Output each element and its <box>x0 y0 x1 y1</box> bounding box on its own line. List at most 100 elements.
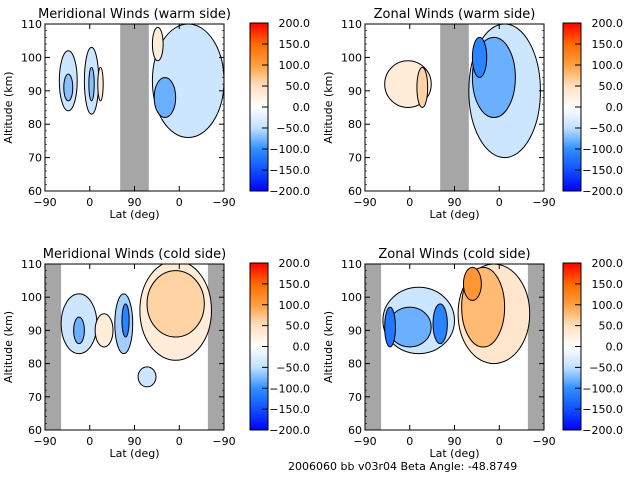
contour-region <box>137 366 157 388</box>
colorbar-tick-label: 200.0 <box>592 257 624 270</box>
colorbar-tick-label: 150.0 <box>279 38 311 51</box>
x-tick-label: 0 <box>86 435 93 448</box>
y-tick-label: 100 <box>21 291 42 304</box>
gray-region <box>527 264 544 430</box>
footer-text: 2006060 bb v03r04 Beta Angle: -48.8749 <box>288 460 517 473</box>
contour-region <box>63 73 74 102</box>
y-axis-label: Altitude (km) <box>2 311 15 383</box>
colorbar-tick-label: −100.0 <box>269 143 310 156</box>
x-axis-label: Lat (deg) <box>430 447 480 460</box>
colorbar-tick-label: 100.0 <box>592 59 624 72</box>
colorbar-tick-label: 200.0 <box>279 257 311 270</box>
x-tick-label: 0 <box>86 196 93 209</box>
contour-region <box>94 313 114 348</box>
contour-region <box>153 76 177 119</box>
x-axis-label: Lat (deg) <box>430 208 480 221</box>
y-tick-label: 110 <box>341 18 362 31</box>
contour-region <box>384 306 396 348</box>
colorbar-tick-label: 50.0 <box>599 320 624 333</box>
contour-region <box>97 66 104 102</box>
colorbar-tick-label: −150.0 <box>269 403 310 416</box>
x-tick-label: −90 <box>212 435 235 448</box>
y-axis-label: Altitude (km) <box>2 71 15 143</box>
colorbar-tick-label: 0.0 <box>606 341 624 354</box>
colorbar-tick-label: −50.0 <box>276 122 310 135</box>
y-tick-label: 80 <box>28 358 42 371</box>
colorbar-tick-label: 50.0 <box>286 80 311 93</box>
x-tick-label: 0 <box>496 196 503 209</box>
x-tick-label: 0 <box>406 196 413 209</box>
y-tick-label: 60 <box>348 185 362 198</box>
colorbar-tick-label: 50.0 <box>286 320 311 333</box>
colorbar-tick-label: −200.0 <box>582 185 623 198</box>
colorbar-tick-label: 0.0 <box>293 101 311 114</box>
colorbar-tick-label: −200.0 <box>582 424 623 437</box>
y-axis-label: Altitude (km) <box>322 311 335 383</box>
x-tick-label: −90 <box>353 196 376 209</box>
x-tick-label: 0 <box>176 435 183 448</box>
x-tick-label: 90 <box>448 435 462 448</box>
y-axis-label: Altitude (km) <box>322 71 335 143</box>
colorbar-tick-label: 150.0 <box>592 38 624 51</box>
colorbar-tick-label: 150.0 <box>592 278 624 291</box>
colorbar-tick-label: 100.0 <box>279 299 311 312</box>
contour-region <box>416 66 429 108</box>
y-tick-label: 90 <box>28 85 42 98</box>
y-tick-label: 60 <box>348 424 362 437</box>
y-tick-label: 70 <box>28 391 42 404</box>
colorbar-tick-label: 50.0 <box>599 80 624 93</box>
panel-3: Meridional Winds (cold side) 60 70 80 90 100 1… <box>2 247 310 460</box>
x-tick-label: 0 <box>496 435 503 448</box>
y-tick-label: 110 <box>21 18 42 31</box>
y-tick-label: 100 <box>21 51 42 64</box>
y-tick-label: 90 <box>28 324 42 337</box>
y-tick-label: 90 <box>348 324 362 337</box>
contour-region <box>88 66 95 102</box>
panel-title: Meridional Winds (cold side) <box>43 247 226 262</box>
y-tick-label: 100 <box>341 51 362 64</box>
colorbar-tick-label: 100.0 <box>592 299 624 312</box>
panel-title: Zonal Winds (cold side) <box>378 247 530 262</box>
gray-region <box>440 24 469 191</box>
colorbar-tick-label: −100.0 <box>582 143 623 156</box>
panel-2: Zonal Winds (warm side) 60 70 80 90 100 110 −90… <box>322 7 623 221</box>
colorbar-tick-label: −50.0 <box>589 361 623 374</box>
panel-title: Meridional Winds (warm side) <box>38 7 231 22</box>
x-tick-label: 90 <box>128 435 142 448</box>
x-tick-label: 90 <box>448 196 462 209</box>
y-tick-label: 100 <box>341 291 362 304</box>
colorbar-tick-label: 150.0 <box>279 278 311 291</box>
y-tick-label: 60 <box>28 185 42 198</box>
contour-region <box>432 303 448 345</box>
contour-region <box>146 270 205 338</box>
x-tick-label: −90 <box>33 435 56 448</box>
gray-region <box>45 264 62 430</box>
colorbar-tick-label: −50.0 <box>589 122 623 135</box>
colorbar-tick-label: −100.0 <box>582 382 623 395</box>
panel-4: Zonal Winds (cold side) 60 70 80 90 100 110 −90… <box>322 247 623 460</box>
x-tick-label: 0 <box>406 435 413 448</box>
colorbar-tick-label: 0.0 <box>606 101 624 114</box>
x-axis-label: Lat (deg) <box>110 447 160 460</box>
y-tick-label: 80 <box>348 118 362 131</box>
x-tick-label: −90 <box>532 435 555 448</box>
y-tick-label: 70 <box>348 391 362 404</box>
colorbar-tick-label: 0.0 <box>293 341 311 354</box>
y-tick-label: 70 <box>348 152 362 165</box>
y-tick-label: 80 <box>348 358 362 371</box>
y-tick-label: 110 <box>341 258 362 271</box>
x-tick-label: −90 <box>532 196 555 209</box>
y-tick-label: 70 <box>28 152 42 165</box>
colorbar-tick-label: −50.0 <box>276 361 310 374</box>
colorbar-tick-label: −150.0 <box>582 164 623 177</box>
colorbar-tick-label: 200.0 <box>592 17 624 30</box>
y-tick-label: 60 <box>28 424 42 437</box>
x-tick-label: −90 <box>353 435 376 448</box>
contour-region <box>151 26 164 62</box>
colorbar-tick-label: −200.0 <box>269 185 310 198</box>
contour-region <box>471 36 488 78</box>
x-tick-label: 0 <box>176 196 183 209</box>
gray-region <box>365 264 382 430</box>
x-axis-label: Lat (deg) <box>110 208 160 221</box>
